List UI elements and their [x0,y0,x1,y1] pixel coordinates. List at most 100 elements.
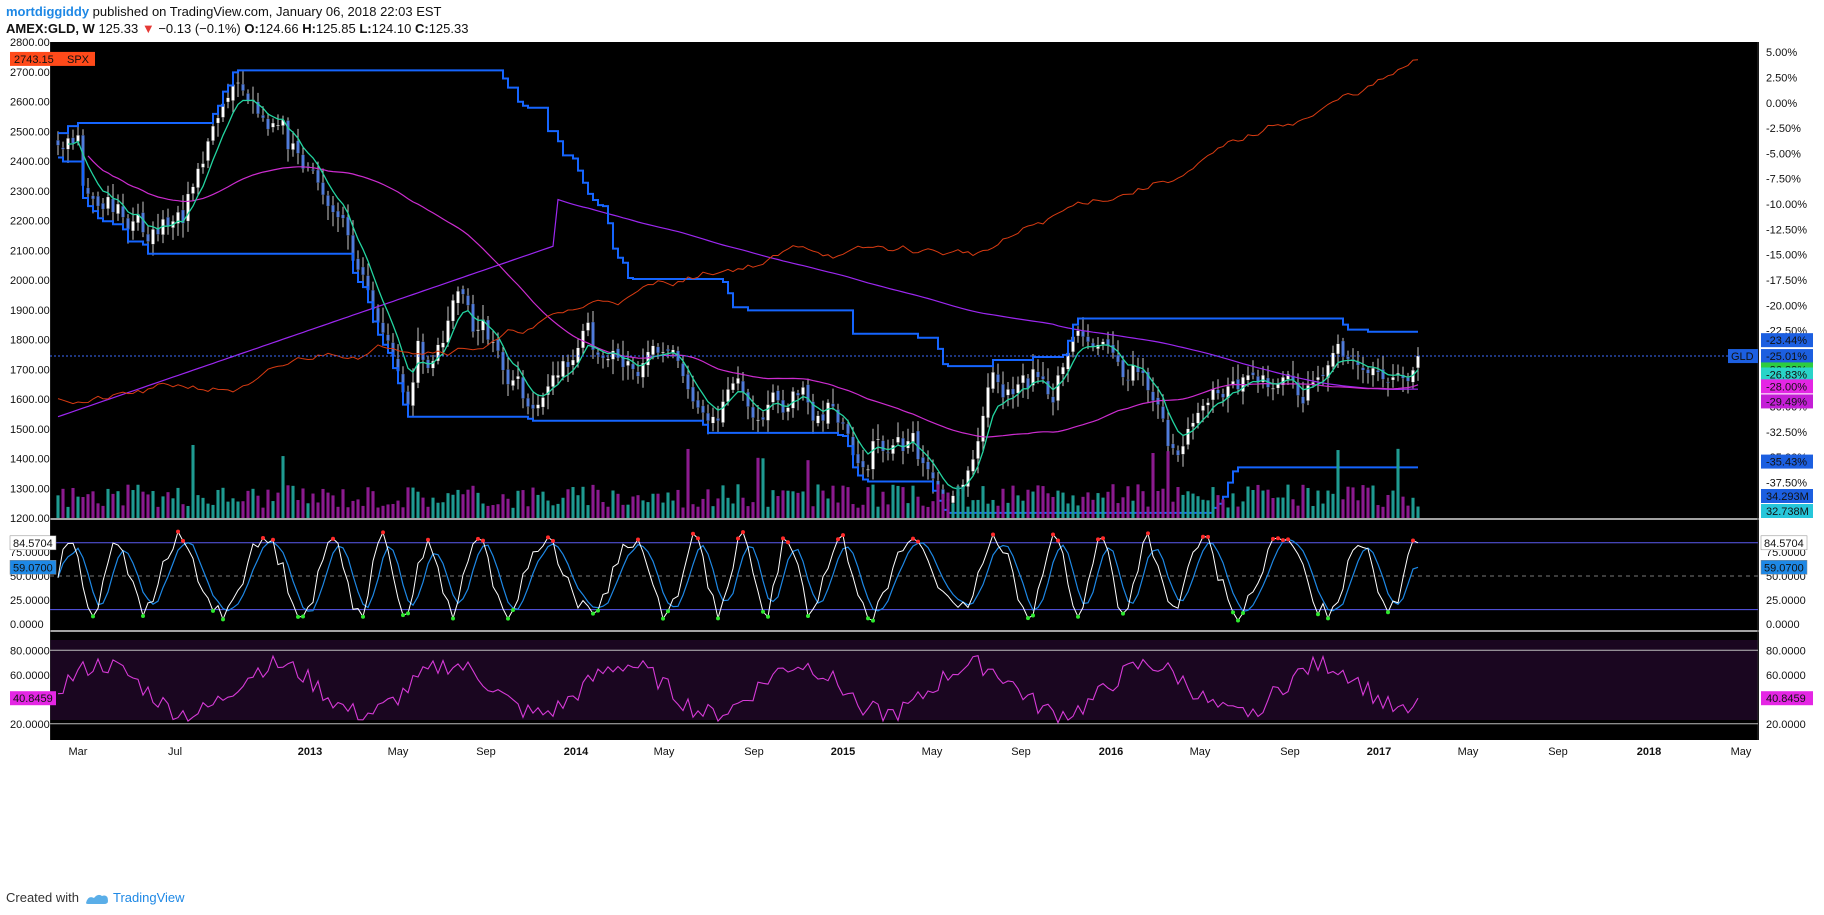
gld-candle [446,320,450,343]
stoch-overbought-mark [696,536,700,541]
volume-bar [941,493,945,518]
rsi-right-tick: 80.0000 [1766,645,1806,657]
volume-bar [646,502,650,518]
gld-candle [1041,376,1045,380]
stoch-overbought-mark [991,532,995,537]
volume-bar [1201,499,1205,518]
volume-bar [1226,507,1230,518]
volume-bar [1211,487,1215,518]
stoch-overbought-mark [1101,536,1105,541]
volume-tag-2-bg [1761,504,1813,518]
volume-bar [521,490,525,518]
gld-candle [886,452,890,454]
gld-candle [846,423,850,435]
volume-bar [821,490,825,518]
gld-candle [496,338,500,352]
gld-candle [796,392,800,396]
volume-bar [881,491,885,518]
stoch-overbought-mark [426,537,430,542]
volume-bar [401,507,405,518]
stoch-oversold-mark [591,611,595,616]
volume-bar [951,503,955,518]
volume-bar [121,505,125,518]
stoch-oversold-mark [296,614,300,619]
gld-candle [601,355,605,359]
stoch-overbought-mark [331,536,335,541]
gld-candle [456,290,460,304]
gld-candle [596,352,600,356]
volume-bar [456,489,460,518]
right-tick-label: -7.50% [1766,174,1801,186]
volume-bar [496,504,500,518]
volume-bar [566,489,570,518]
volume-bar [931,501,935,518]
volume-bar [346,507,350,518]
volume-bar [701,498,705,518]
gld-candle [311,169,315,171]
gld-candle [626,360,630,366]
stoch-k-left-tag: 84.5704 [13,538,53,550]
price-tag: -26.83% [1766,369,1807,381]
gld-candle [331,204,335,213]
volume-bar [246,490,250,518]
gld-candle [986,387,990,419]
gld-candle [1276,384,1280,389]
x-tick-label: 2015 [831,746,855,758]
volume-bar [571,487,575,518]
price-tag-bg [1761,367,1813,382]
right-tick-label: -12.50% [1766,224,1807,236]
gld-candle [616,348,620,359]
gld-candle [1316,377,1320,381]
gld-candle [726,389,730,402]
right-tick-label: -32.50% [1766,427,1807,439]
price-tag-bg [1761,394,1813,409]
gld-candle [461,288,465,295]
tradingview-link[interactable]: TradingView [85,890,185,905]
gld-candle [176,211,180,224]
gld-candle [681,363,685,377]
gld-candle [1101,341,1105,345]
gld-candle [666,349,670,352]
stoch-right-tick: 25.0000 [1766,595,1806,607]
gld-candle [876,438,880,441]
gld-candle [1301,396,1305,404]
rsi-band-fill [50,640,1758,720]
gld-candle [316,169,320,183]
volume-bar [176,487,180,518]
volume-bar [776,496,780,518]
price-tag-bg [1761,333,1813,348]
volume-bar [66,506,70,518]
gld-candle [1206,402,1210,406]
volume-bar [1381,506,1385,518]
volume-bar [1371,485,1375,518]
volume-bar [1186,491,1190,518]
volume-bar [226,501,230,518]
gld-candle [641,362,645,378]
x-tick-label: 2016 [1099,746,1123,758]
volume-bar [756,457,760,518]
gld-candle [711,416,715,424]
gld-candle [561,360,565,377]
gld-candle [1306,385,1310,401]
volume-bar [1131,500,1135,518]
price-tag-bg [1761,379,1813,394]
volume-bar [721,485,725,518]
volume-bar [836,502,840,518]
volume-bar [101,505,105,518]
gld-candle [341,214,345,219]
volume-bar [936,484,940,518]
volume-bars [56,444,1420,518]
author-link[interactable]: mortdiggiddy [6,4,90,19]
gld-candle [821,414,825,421]
spx-symbol-label: SPX [67,54,90,66]
gld-candle [246,93,250,101]
stoch-d-left-tag: 59.0700 [13,562,53,574]
gld-candle [1346,356,1350,360]
x-tick-label: Sep [476,746,496,758]
volume-bar [1181,494,1185,518]
rsi-line [57,654,1419,725]
stoch-oversold-mark [91,614,95,619]
gld-candle [511,380,515,386]
x-tick-label: May [1731,746,1752,758]
